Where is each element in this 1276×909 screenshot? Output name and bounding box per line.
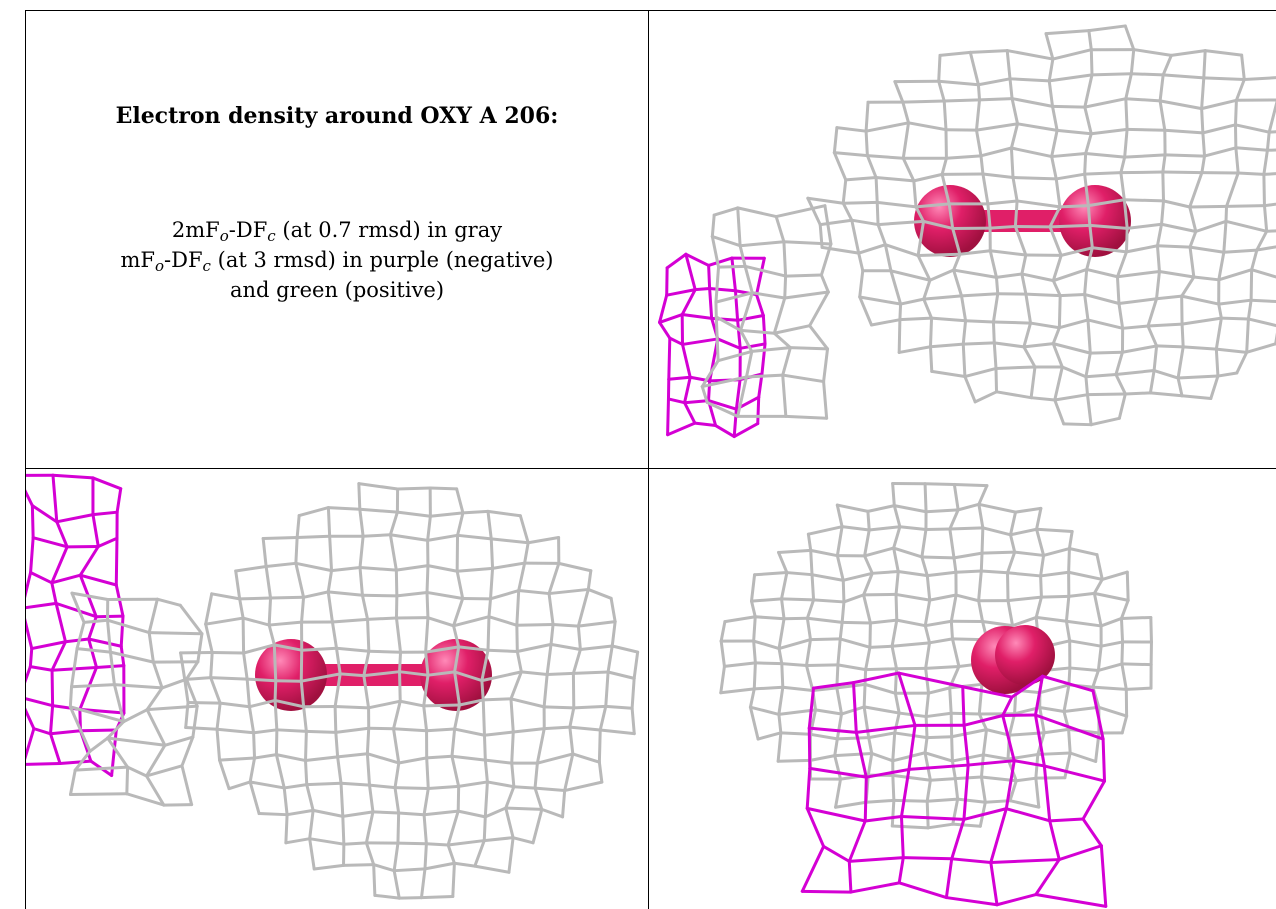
side-density-mesh (68, 591, 204, 807)
caption-map1: 2mFo-DFc (at 0.7 rmsd) in gray (171, 218, 503, 245)
table-rule-center (648, 10, 649, 909)
table-rule-top (25, 10, 1276, 11)
main-density-cage (806, 24, 1276, 427)
density-view-top-right (650, 11, 1276, 468)
table-rule-left (25, 10, 26, 909)
figure-title: Electron density around OXY A 206: (115, 103, 559, 129)
oxygen-atom (255, 639, 327, 711)
oxygen-atom (1059, 185, 1131, 257)
caption-map2: mFo-DFc (at 3 rmsd) in purple (negative) (120, 248, 554, 275)
main-density-cage (719, 482, 1153, 830)
oxygen-atom (995, 625, 1055, 685)
density-mesh-svg (26, 473, 640, 900)
caption-panel: Electron density around OXY A 206: 2mFo-… (26, 11, 648, 468)
density-mesh-svg (719, 482, 1153, 908)
table-rule-middle (25, 468, 1276, 469)
side-density-mesh (700, 204, 833, 420)
negative-density-mesh (800, 671, 1108, 908)
main-density-cage (179, 482, 640, 900)
caption-map3: and green (positive) (229, 278, 445, 302)
density-view-bottom-left (26, 470, 648, 909)
oxygen-ligand (971, 625, 1055, 694)
density-view-bottom-right (650, 470, 1276, 909)
density-mesh-svg (658, 24, 1276, 439)
